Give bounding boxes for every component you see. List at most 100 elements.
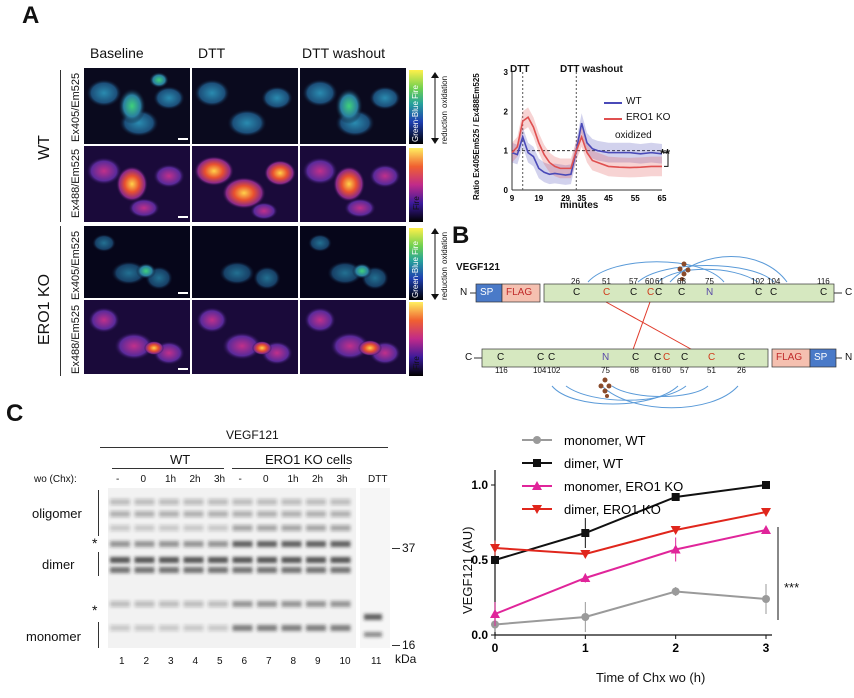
top-residue-c61: C xyxy=(655,287,663,298)
channel-label-row3: Ex405/Em525 xyxy=(70,230,82,300)
blot-band-lane5-4 xyxy=(208,557,228,563)
bottom-pos-75: 75 xyxy=(601,366,610,375)
bottom-residue-c102: C xyxy=(548,352,556,363)
significance-double-star: ** xyxy=(660,146,671,161)
blot-band-lane6-0 xyxy=(232,499,253,505)
lane-number-7: 7 xyxy=(266,656,272,667)
annotation-dtt-washout: DTT washout xyxy=(560,64,623,75)
blot-band-lane8-1 xyxy=(281,511,302,517)
blot-band-lane6-1 xyxy=(232,511,253,517)
chart-a-xtick-5: 55 xyxy=(631,194,640,203)
blot-band-lane1-7 xyxy=(110,625,130,631)
blot-band-lane7-1 xyxy=(257,511,277,517)
blot-band-lane3-2 xyxy=(159,525,179,531)
blot-group-rule-ko xyxy=(232,468,350,469)
blot-band-lane5-5 xyxy=(208,567,228,573)
marker-37: 37 xyxy=(402,541,416,555)
chart-c-point-3-0 xyxy=(490,544,500,553)
blot-band-lane4-7 xyxy=(183,625,204,631)
panel-letter-a: A xyxy=(22,2,40,29)
legend-c-label-0: monomer, WT xyxy=(564,433,646,448)
top-pos-51: 51 xyxy=(602,277,611,286)
chart-c-point-1-3 xyxy=(762,481,770,489)
marker-unit: kDa xyxy=(395,652,417,666)
blot-group-rule-wt xyxy=(112,468,224,469)
chart-c-point-0-3 xyxy=(762,595,770,603)
bottom-chain-n-term: N xyxy=(845,352,853,363)
blot-band-lane9-4 xyxy=(306,557,326,563)
blot-band-lane3-4 xyxy=(159,557,179,563)
band-label-monomer: monomer xyxy=(26,629,81,644)
bracket-dimer xyxy=(98,552,99,576)
blot-band-lane6-5 xyxy=(232,567,253,573)
blot-title: VEGF121 xyxy=(226,428,279,442)
blot-band-lane4-6 xyxy=(183,601,204,607)
blot-band-lane6-4 xyxy=(232,557,253,563)
blot-band-lane1-2 xyxy=(110,525,130,531)
blot-band-lane7-5 xyxy=(257,567,277,573)
blot-band-lane9-3 xyxy=(306,541,326,547)
blot-band-lane4-2 xyxy=(183,525,204,531)
blot-band-lane11-monomer xyxy=(364,614,382,620)
blot-band-lane4-4 xyxy=(183,557,204,563)
legend-c-label-1: dimer, WT xyxy=(564,456,623,471)
lane-treatment-4: 2h xyxy=(189,474,201,485)
lane-number-4: 4 xyxy=(192,656,199,667)
marker-tick-37 xyxy=(392,548,400,549)
blot-band-lane9-0 xyxy=(306,499,326,505)
blot-band-lane1-5 xyxy=(110,567,130,573)
chart-a-xtick-4: 45 xyxy=(604,194,613,203)
top-pos-57: 57 xyxy=(629,277,638,286)
top-chain-n-term: N xyxy=(460,287,468,298)
legend-c-marker-0 xyxy=(533,436,541,444)
marker-tick-16 xyxy=(392,645,400,646)
blot-band-lane5-1 xyxy=(208,511,228,517)
chart-c-series-line-3 xyxy=(494,511,767,556)
channel-label-row1: Ex405/Em525 xyxy=(70,72,82,142)
blot-band-lane10-6 xyxy=(330,601,351,607)
bottom-residue-c57: C xyxy=(681,352,689,363)
legend-c-marker-2 xyxy=(532,481,542,490)
top-sp-tag: SP xyxy=(480,287,494,298)
chart-a-xtick-2: 29 xyxy=(561,194,570,203)
column-header-baseline: Baseline xyxy=(90,45,144,61)
bottom-pos-26: 26 xyxy=(737,366,746,375)
blot-band-lane5-0 xyxy=(208,499,228,505)
lane-treatment-9: 2h xyxy=(312,474,324,485)
blot-band-lane7-0 xyxy=(257,499,277,505)
lane-treatment-8: 1h xyxy=(287,474,299,485)
chart-a-xtick-0: 9 xyxy=(510,194,515,203)
blot-band-lane2-2 xyxy=(134,525,155,531)
top-pos-102: 102 xyxy=(751,277,765,286)
blot-band-lane1-0 xyxy=(110,499,130,505)
western-blot-image xyxy=(108,488,390,648)
blot-band-lane10-0 xyxy=(330,499,351,505)
chart-c-series-line-1 xyxy=(494,484,767,561)
blot-band-lane5-7 xyxy=(208,625,228,631)
chart-c-point-2-3 xyxy=(761,525,771,534)
chart-c-point-3-2 xyxy=(670,526,681,535)
colorbar-label-gbf-1: Green-Blue Fire xyxy=(411,85,420,142)
blot-band-lane10-2 xyxy=(330,525,351,531)
chart-a-series-0 xyxy=(511,122,663,176)
blot-band-lane10-5 xyxy=(330,567,351,573)
bottom-residue-c116: C xyxy=(497,352,505,363)
blot-band-lane3-0 xyxy=(159,499,179,505)
chart-a-xtick-3: 35 xyxy=(577,194,586,203)
legend-c-marker-1 xyxy=(533,459,541,467)
chart-c-xlabel: Time of Chx wo (h) xyxy=(596,670,706,685)
chart-c-point-2-0 xyxy=(490,609,500,618)
chart-c-point-0-1 xyxy=(581,613,590,621)
blot-band-lane7-7 xyxy=(257,625,277,631)
blot-band-lane10-7 xyxy=(330,625,351,631)
top-pos-116: 116 xyxy=(817,277,830,286)
blot-band-lane6-3 xyxy=(232,541,253,547)
column-header-dtt: DTT xyxy=(198,45,226,61)
blot-title-rule xyxy=(100,447,388,448)
chart-a-xtick-1: 19 xyxy=(534,194,543,203)
top-chain-c-term: C xyxy=(845,287,853,298)
group-bracket-wt xyxy=(60,70,61,222)
asterisk-upper: * xyxy=(92,535,98,551)
arrow-label-reduction-1: reduction xyxy=(440,111,449,144)
lane-number-9: 9 xyxy=(315,656,321,667)
